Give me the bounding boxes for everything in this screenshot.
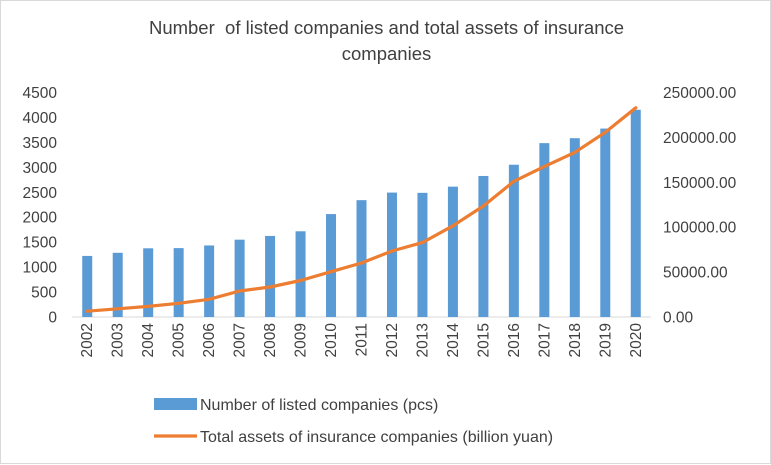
bar [539,143,550,317]
y-left-tick-label: 4000 [23,110,58,127]
x-tick-label: 2019 [597,323,614,357]
y-left-tick-label: 3000 [23,160,58,177]
legend-line-label: Total assets of insurance companies (bil… [200,429,553,446]
y-left-tick-label: 1000 [23,260,58,277]
bar [143,248,154,317]
bar [630,109,641,317]
x-tick-label: 2008 [262,323,279,357]
bar [82,255,93,317]
x-tick-label: 2002 [79,323,96,357]
y-right-tick-label: 0.00 [663,310,694,327]
legend-bar-swatch [154,398,197,410]
bar [265,235,276,317]
x-tick-label: 2004 [140,323,157,358]
bar [386,192,397,317]
x-tick-label: 2014 [445,323,462,358]
x-tick-label: 2017 [536,323,553,357]
bar [326,214,337,317]
bar [478,175,489,317]
bar [204,245,215,317]
bar [447,186,458,317]
y-left-tick-label: 500 [31,285,57,302]
bar [295,231,306,317]
x-tick-label: 2020 [628,323,645,358]
y-right-tick-label: 100000.00 [663,220,737,237]
y-left-tick-label: 2500 [23,185,58,202]
x-tick-label: 2012 [384,323,401,357]
x-tick-label: 2003 [110,323,127,357]
bar [234,239,245,317]
chart-title-line-1: Number of listed companies and total ass… [148,17,625,38]
legend-bar-label: Number of listed companies (pcs) [200,397,438,414]
x-tick-label: 2018 [567,323,584,357]
y-right-tick-label: 150000.00 [663,175,737,192]
bar [508,164,519,317]
y-right-tick-label: 200000.00 [663,130,737,147]
y-left-tick-label: 2000 [23,210,58,227]
x-tick-label: 2005 [171,323,188,357]
x-tick-label: 2010 [323,323,340,358]
bar [569,138,580,317]
x-tick-label: 2007 [232,323,249,357]
x-tick-label: 2011 [354,323,371,356]
x-tick-label: 2009 [293,323,310,357]
line-series [85,106,638,313]
x-tick-label: 2006 [201,323,218,357]
y-left-tick-label: 4500 [23,85,58,102]
y-right-tick-label: 50000.00 [663,265,728,282]
y-left-tick-label: 0 [48,310,57,327]
x-tick-label: 2013 [414,323,431,357]
chart-title-line-2: companies [341,43,432,64]
bar [600,128,611,317]
chart-title: Number of listed companies and total ass… [1,15,771,67]
bar [112,252,123,317]
y-left-tick-label: 3500 [23,135,58,152]
x-tick-label: 2016 [506,323,523,357]
y-right-tick-label: 250000.00 [663,85,737,102]
bar [173,248,184,317]
bar [417,192,428,317]
bar [356,200,367,317]
x-tick-label: 2015 [475,323,492,357]
y-left-tick-label: 1500 [23,235,58,252]
